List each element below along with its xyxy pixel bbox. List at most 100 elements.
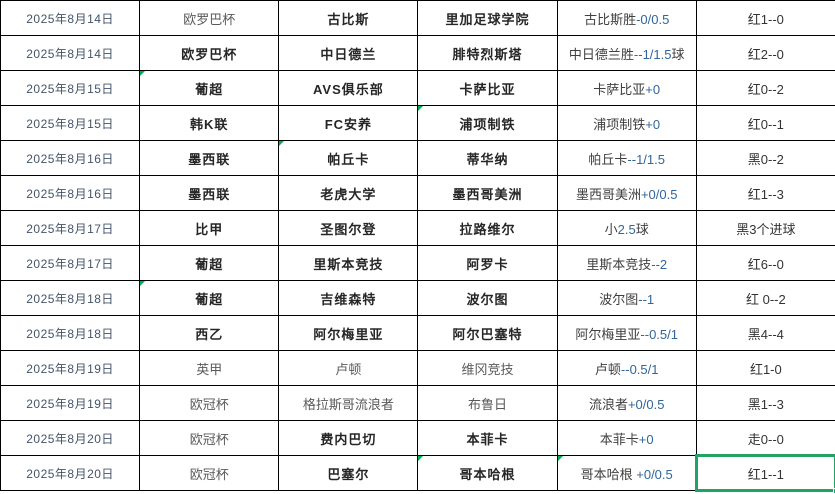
cell-league[interactable]: 比甲 (140, 211, 279, 246)
cell-result[interactable]: 红6--0 (696, 246, 835, 281)
cell-tip[interactable]: 墨西哥美洲+0/0.5 (557, 176, 696, 211)
cell-league[interactable]: 欧罗巴杯 (140, 36, 279, 71)
cell-tip[interactable]: 里斯本竞技--2 (557, 246, 696, 281)
cell-away-team[interactable]: 阿尔巴塞特 (418, 316, 557, 351)
cell-result[interactable]: 黑0--2 (696, 141, 835, 176)
cell-tip[interactable]: 小2.5球 (557, 211, 696, 246)
cell-tip[interactable]: 浦项制铁+0 (557, 106, 696, 141)
cell-away-team[interactable]: 腓特烈斯塔 (418, 36, 557, 71)
cell-league[interactable]: 英甲 (140, 351, 279, 386)
cell-home-team[interactable]: 格拉斯哥流浪者 (279, 386, 418, 421)
cell-away-team[interactable]: 本菲卡 (418, 421, 557, 456)
cell-date[interactable]: 2025年8月20日 (1, 456, 140, 491)
cell-result[interactable]: 红1--1 (696, 456, 835, 491)
cell-tip[interactable]: 帕丘卡--1/1.5 (557, 141, 696, 176)
cell-league[interactable]: 欧冠杯 (140, 456, 279, 491)
date-text: 2025年8月17日 (26, 257, 114, 271)
result-text: 黑4--4 (748, 327, 784, 342)
cell-result[interactable]: 红0--2 (696, 71, 835, 106)
cell-home-team[interactable]: 巴塞尔 (279, 456, 418, 491)
cell-date[interactable]: 2025年8月16日 (1, 141, 140, 176)
cell-result[interactable]: 黑1--3 (696, 386, 835, 421)
cell-date[interactable]: 2025年8月16日 (1, 176, 140, 211)
cell-tip[interactable]: 古比斯胜-0/0.5 (557, 1, 696, 36)
cell-home-team[interactable]: 老虎大学 (279, 176, 418, 211)
cell-result[interactable]: 红 0--2 (696, 281, 835, 316)
cell-away-team[interactable]: 布鲁日 (418, 386, 557, 421)
cell-home-team[interactable]: 阿尔梅里亚 (279, 316, 418, 351)
cell-date[interactable]: 2025年8月18日 (1, 281, 140, 316)
cell-home-team[interactable]: 圣图尔登 (279, 211, 418, 246)
cell-league[interactable]: 葡超 (140, 71, 279, 106)
cell-league[interactable]: 欧冠杯 (140, 421, 279, 456)
cell-league[interactable]: 欧罗巴杯 (140, 1, 279, 36)
cell-result[interactable]: 红2--0 (696, 36, 835, 71)
cell-away-team[interactable]: 墨西哥美洲 (418, 176, 557, 211)
cell-date[interactable]: 2025年8月15日 (1, 71, 140, 106)
cell-date[interactable]: 2025年8月14日 (1, 1, 140, 36)
cell-league[interactable]: 韩K联 (140, 106, 279, 141)
cell-home-team[interactable]: 古比斯 (279, 1, 418, 36)
cell-tip[interactable]: 流浪者+0/0.5 (557, 386, 696, 421)
tip-value-text: --0.5/1 (640, 327, 678, 342)
cell-away-team[interactable]: 波尔图 (418, 281, 557, 316)
cell-away-team[interactable]: 浦项制铁 (418, 106, 557, 141)
cell-result[interactable]: 红1--0 (696, 1, 835, 36)
tip-prefix-text: 本菲卡 (600, 432, 639, 447)
cell-tip[interactable]: 波尔图--1 (557, 281, 696, 316)
cell-result[interactable]: 黑3个进球 (696, 211, 835, 246)
green-corner-marker-icon (418, 106, 423, 111)
tip-prefix-text: 浦项制铁 (593, 117, 645, 132)
cell-away-team[interactable]: 蒂华纳 (418, 141, 557, 176)
cell-away-team[interactable]: 维冈竞技 (418, 351, 557, 386)
cell-league[interactable]: 墨西联 (140, 141, 279, 176)
league-text: 欧冠杯 (190, 467, 229, 482)
cell-date[interactable]: 2025年8月19日 (1, 386, 140, 421)
cell-tip[interactable]: 卢顿--0.5/1 (557, 351, 696, 386)
cell-home-team[interactable]: 卢顿 (279, 351, 418, 386)
cell-home-team[interactable]: 吉维森特 (279, 281, 418, 316)
cell-league[interactable]: 墨西联 (140, 176, 279, 211)
cell-tip[interactable]: 阿尔梅里亚--0.5/1 (557, 316, 696, 351)
cell-tip[interactable]: 中日德兰胜--1/1.5球 (557, 36, 696, 71)
cell-away-team[interactable]: 拉路维尔 (418, 211, 557, 246)
cell-tip[interactable]: 本菲卡+0 (557, 421, 696, 456)
cell-league[interactable]: 西乙 (140, 316, 279, 351)
cell-date[interactable]: 2025年8月20日 (1, 421, 140, 456)
cell-away-team[interactable]: 里加足球学院 (418, 1, 557, 36)
cell-away-team[interactable]: 哥本哈根 (418, 456, 557, 491)
home-text: FC安养 (325, 117, 372, 132)
cell-tip[interactable]: 哥本哈根 +0/0.5 (557, 456, 696, 491)
cell-away-team[interactable]: 阿罗卡 (418, 246, 557, 281)
cell-result[interactable]: 红1--3 (696, 176, 835, 211)
result-text: 红1--1 (748, 467, 784, 482)
cell-date[interactable]: 2025年8月14日 (1, 36, 140, 71)
cell-league[interactable]: 欧冠杯 (140, 386, 279, 421)
cell-league[interactable]: 葡超 (140, 281, 279, 316)
cell-date[interactable]: 2025年8月17日 (1, 211, 140, 246)
cell-result[interactable]: 黑4--4 (696, 316, 835, 351)
tip-prefix-text: 波尔图 (599, 292, 638, 307)
cell-home-team[interactable]: 中日德兰 (279, 36, 418, 71)
cell-date[interactable]: 2025年8月19日 (1, 351, 140, 386)
cell-tip[interactable]: 卡萨比亚+0 (557, 71, 696, 106)
tip-suffix-text: 球 (636, 222, 649, 237)
cell-home-team[interactable]: 费内巴切 (279, 421, 418, 456)
cell-home-team[interactable]: AVS俱乐部 (279, 71, 418, 106)
cell-home-team[interactable]: 帕丘卡 (279, 141, 418, 176)
cell-date[interactable]: 2025年8月18日 (1, 316, 140, 351)
result-text: 红 0--2 (746, 292, 786, 307)
date-text: 2025年8月20日 (26, 467, 114, 481)
cell-home-team[interactable]: 里斯本竞技 (279, 246, 418, 281)
league-text: 韩K联 (190, 117, 228, 132)
home-text: 费内巴切 (320, 432, 376, 447)
cell-home-team[interactable]: FC安养 (279, 106, 418, 141)
cell-date[interactable]: 2025年8月15日 (1, 106, 140, 141)
cell-result[interactable]: 红0--1 (696, 106, 835, 141)
cell-result[interactable]: 红1-0 (696, 351, 835, 386)
cell-date[interactable]: 2025年8月17日 (1, 246, 140, 281)
cell-result[interactable]: 走0--0 (696, 421, 835, 456)
cell-league[interactable]: 葡超 (140, 246, 279, 281)
cell-away-team[interactable]: 卡萨比亚 (418, 71, 557, 106)
